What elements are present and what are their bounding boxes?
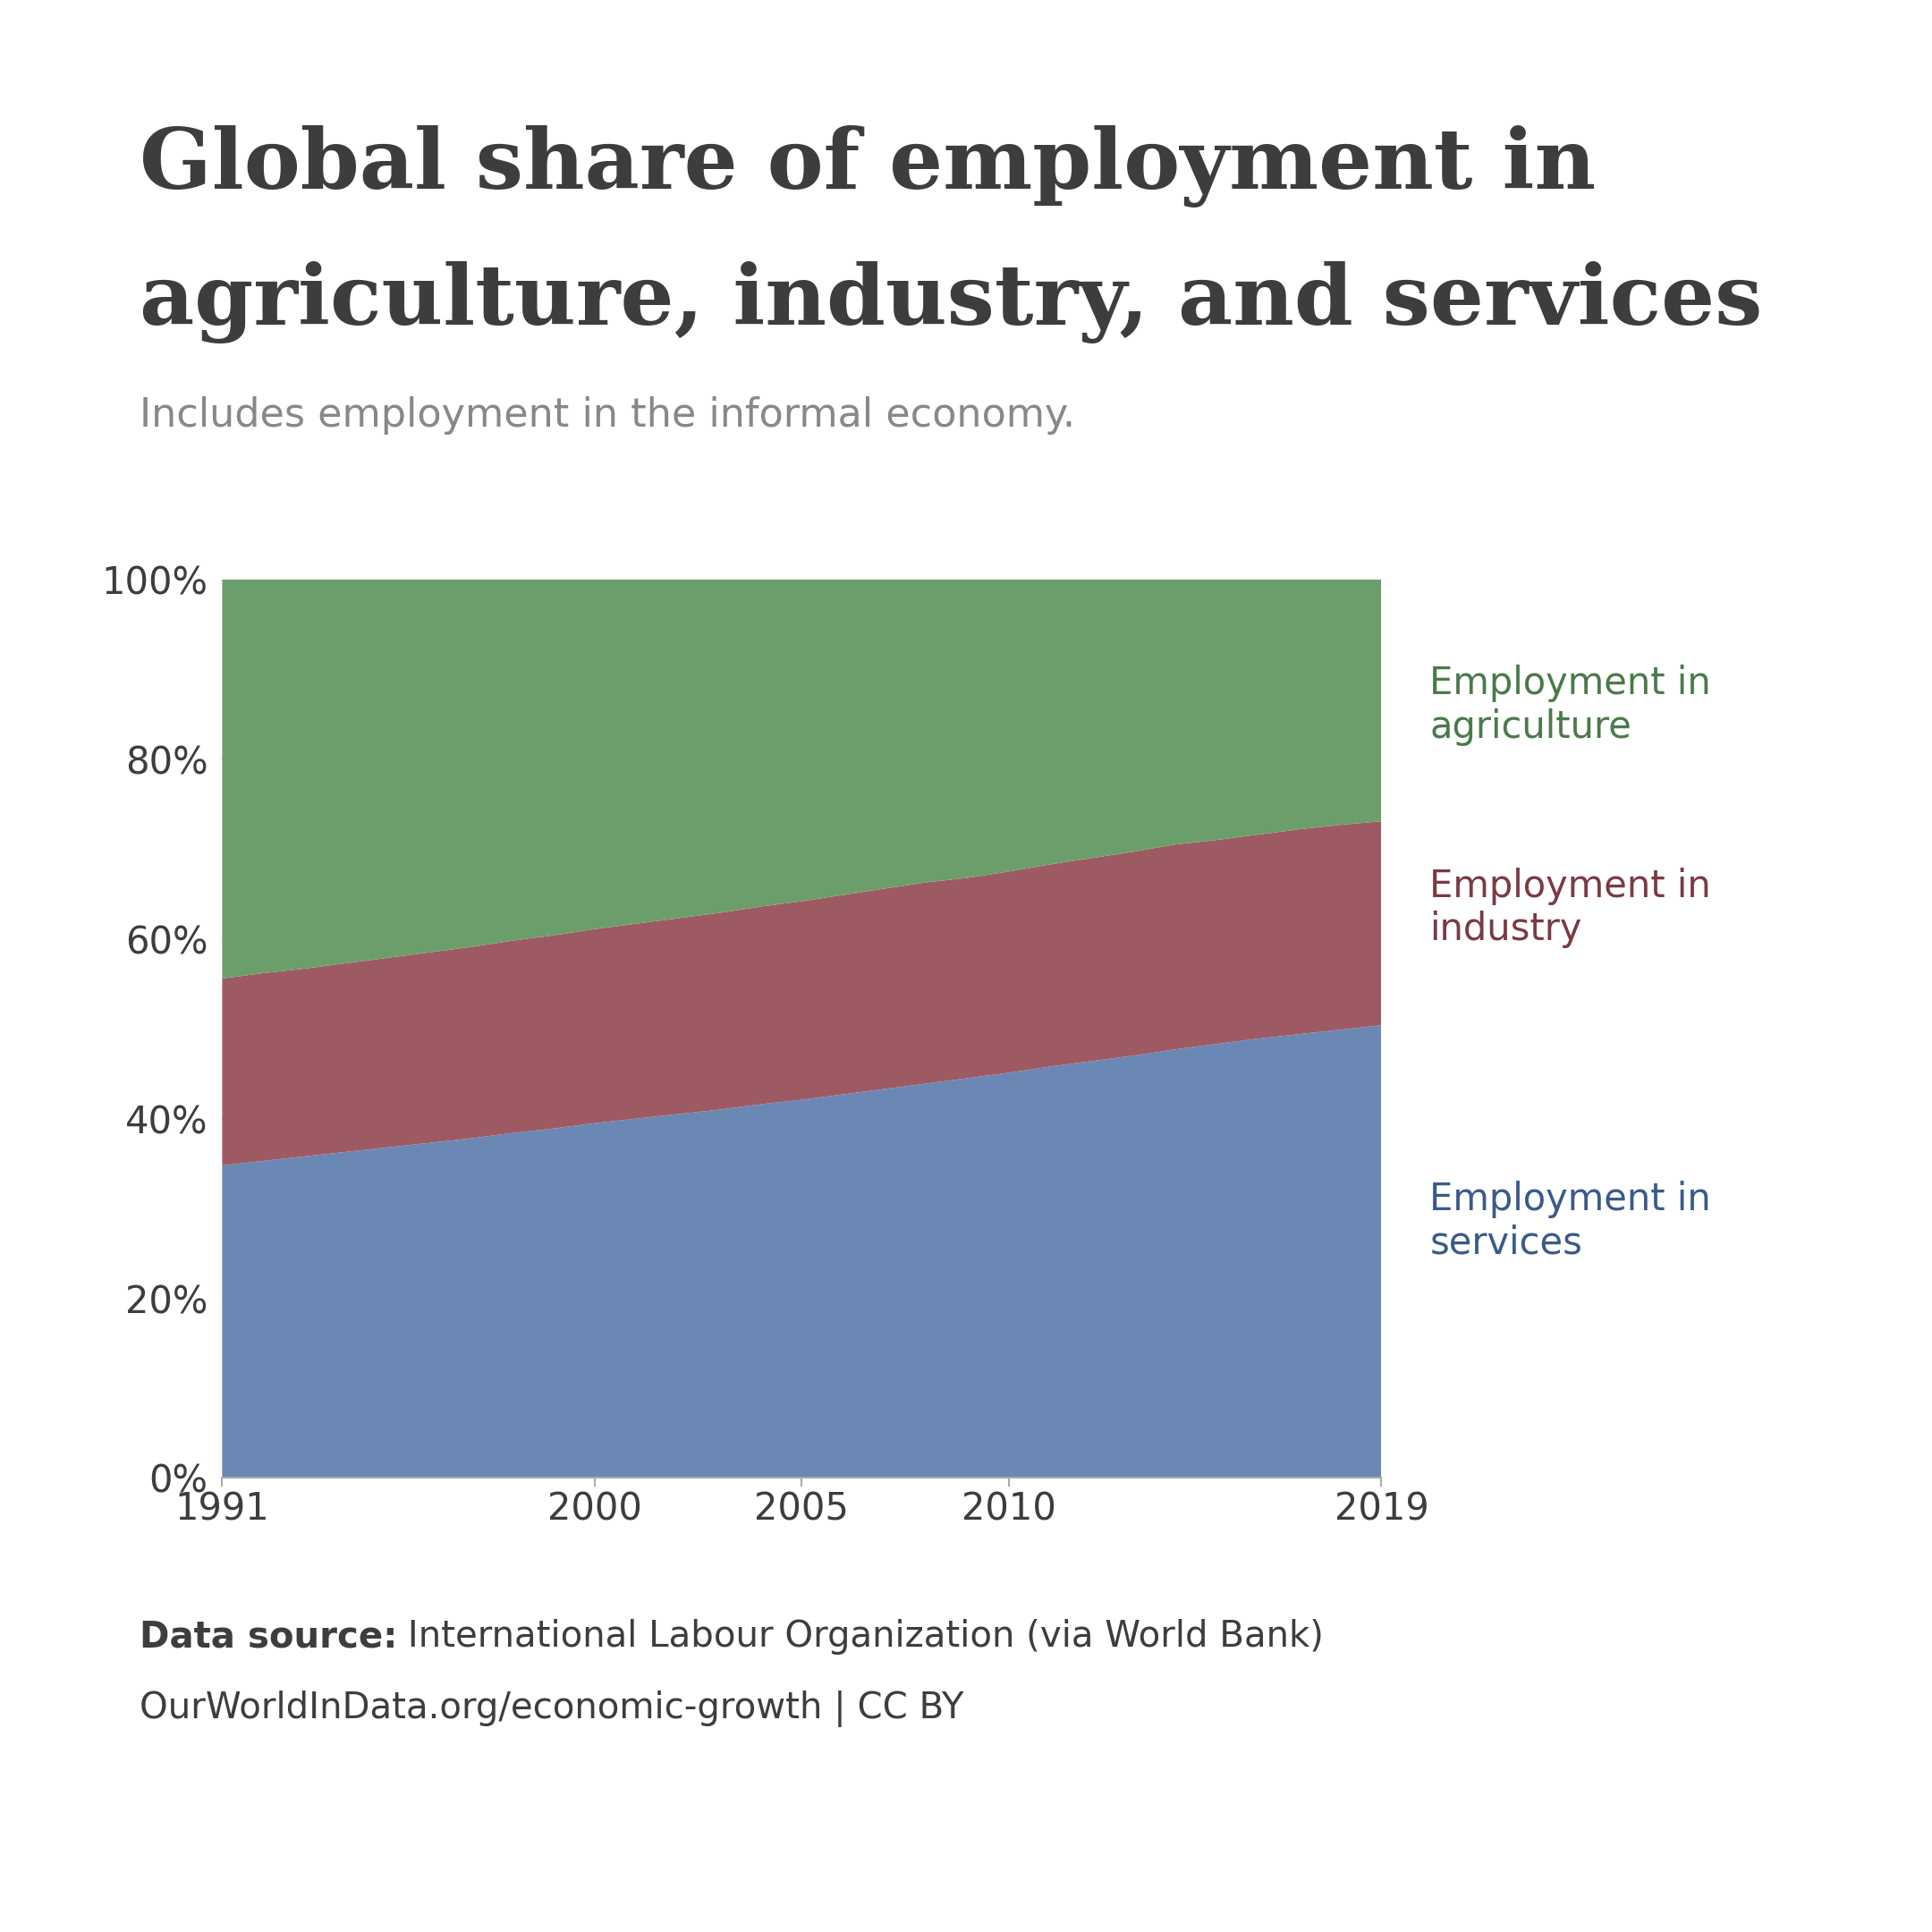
Text: Includes employment in the informal economy.: Includes employment in the informal econ… [139, 396, 1074, 435]
Text: Employment in
agriculture: Employment in agriculture [1430, 665, 1712, 746]
Text: OurWorldInData.org/economic-growth | CC BY: OurWorldInData.org/economic-growth | CC … [139, 1690, 964, 1727]
Text: Employment in
services: Employment in services [1430, 1180, 1712, 1262]
Text: Global share of employment in: Global share of employment in [139, 126, 1596, 209]
Text: in Data: in Data [1590, 168, 1710, 197]
Text: Data source:: Data source: [139, 1619, 398, 1656]
Text: International Labour Organization (via World Bank): International Labour Organization (via W… [396, 1619, 1323, 1656]
Text: Our World: Our World [1565, 102, 1735, 131]
Text: agriculture, industry, and services: agriculture, industry, and services [139, 261, 1762, 344]
Text: Employment in
industry: Employment in industry [1430, 867, 1712, 949]
